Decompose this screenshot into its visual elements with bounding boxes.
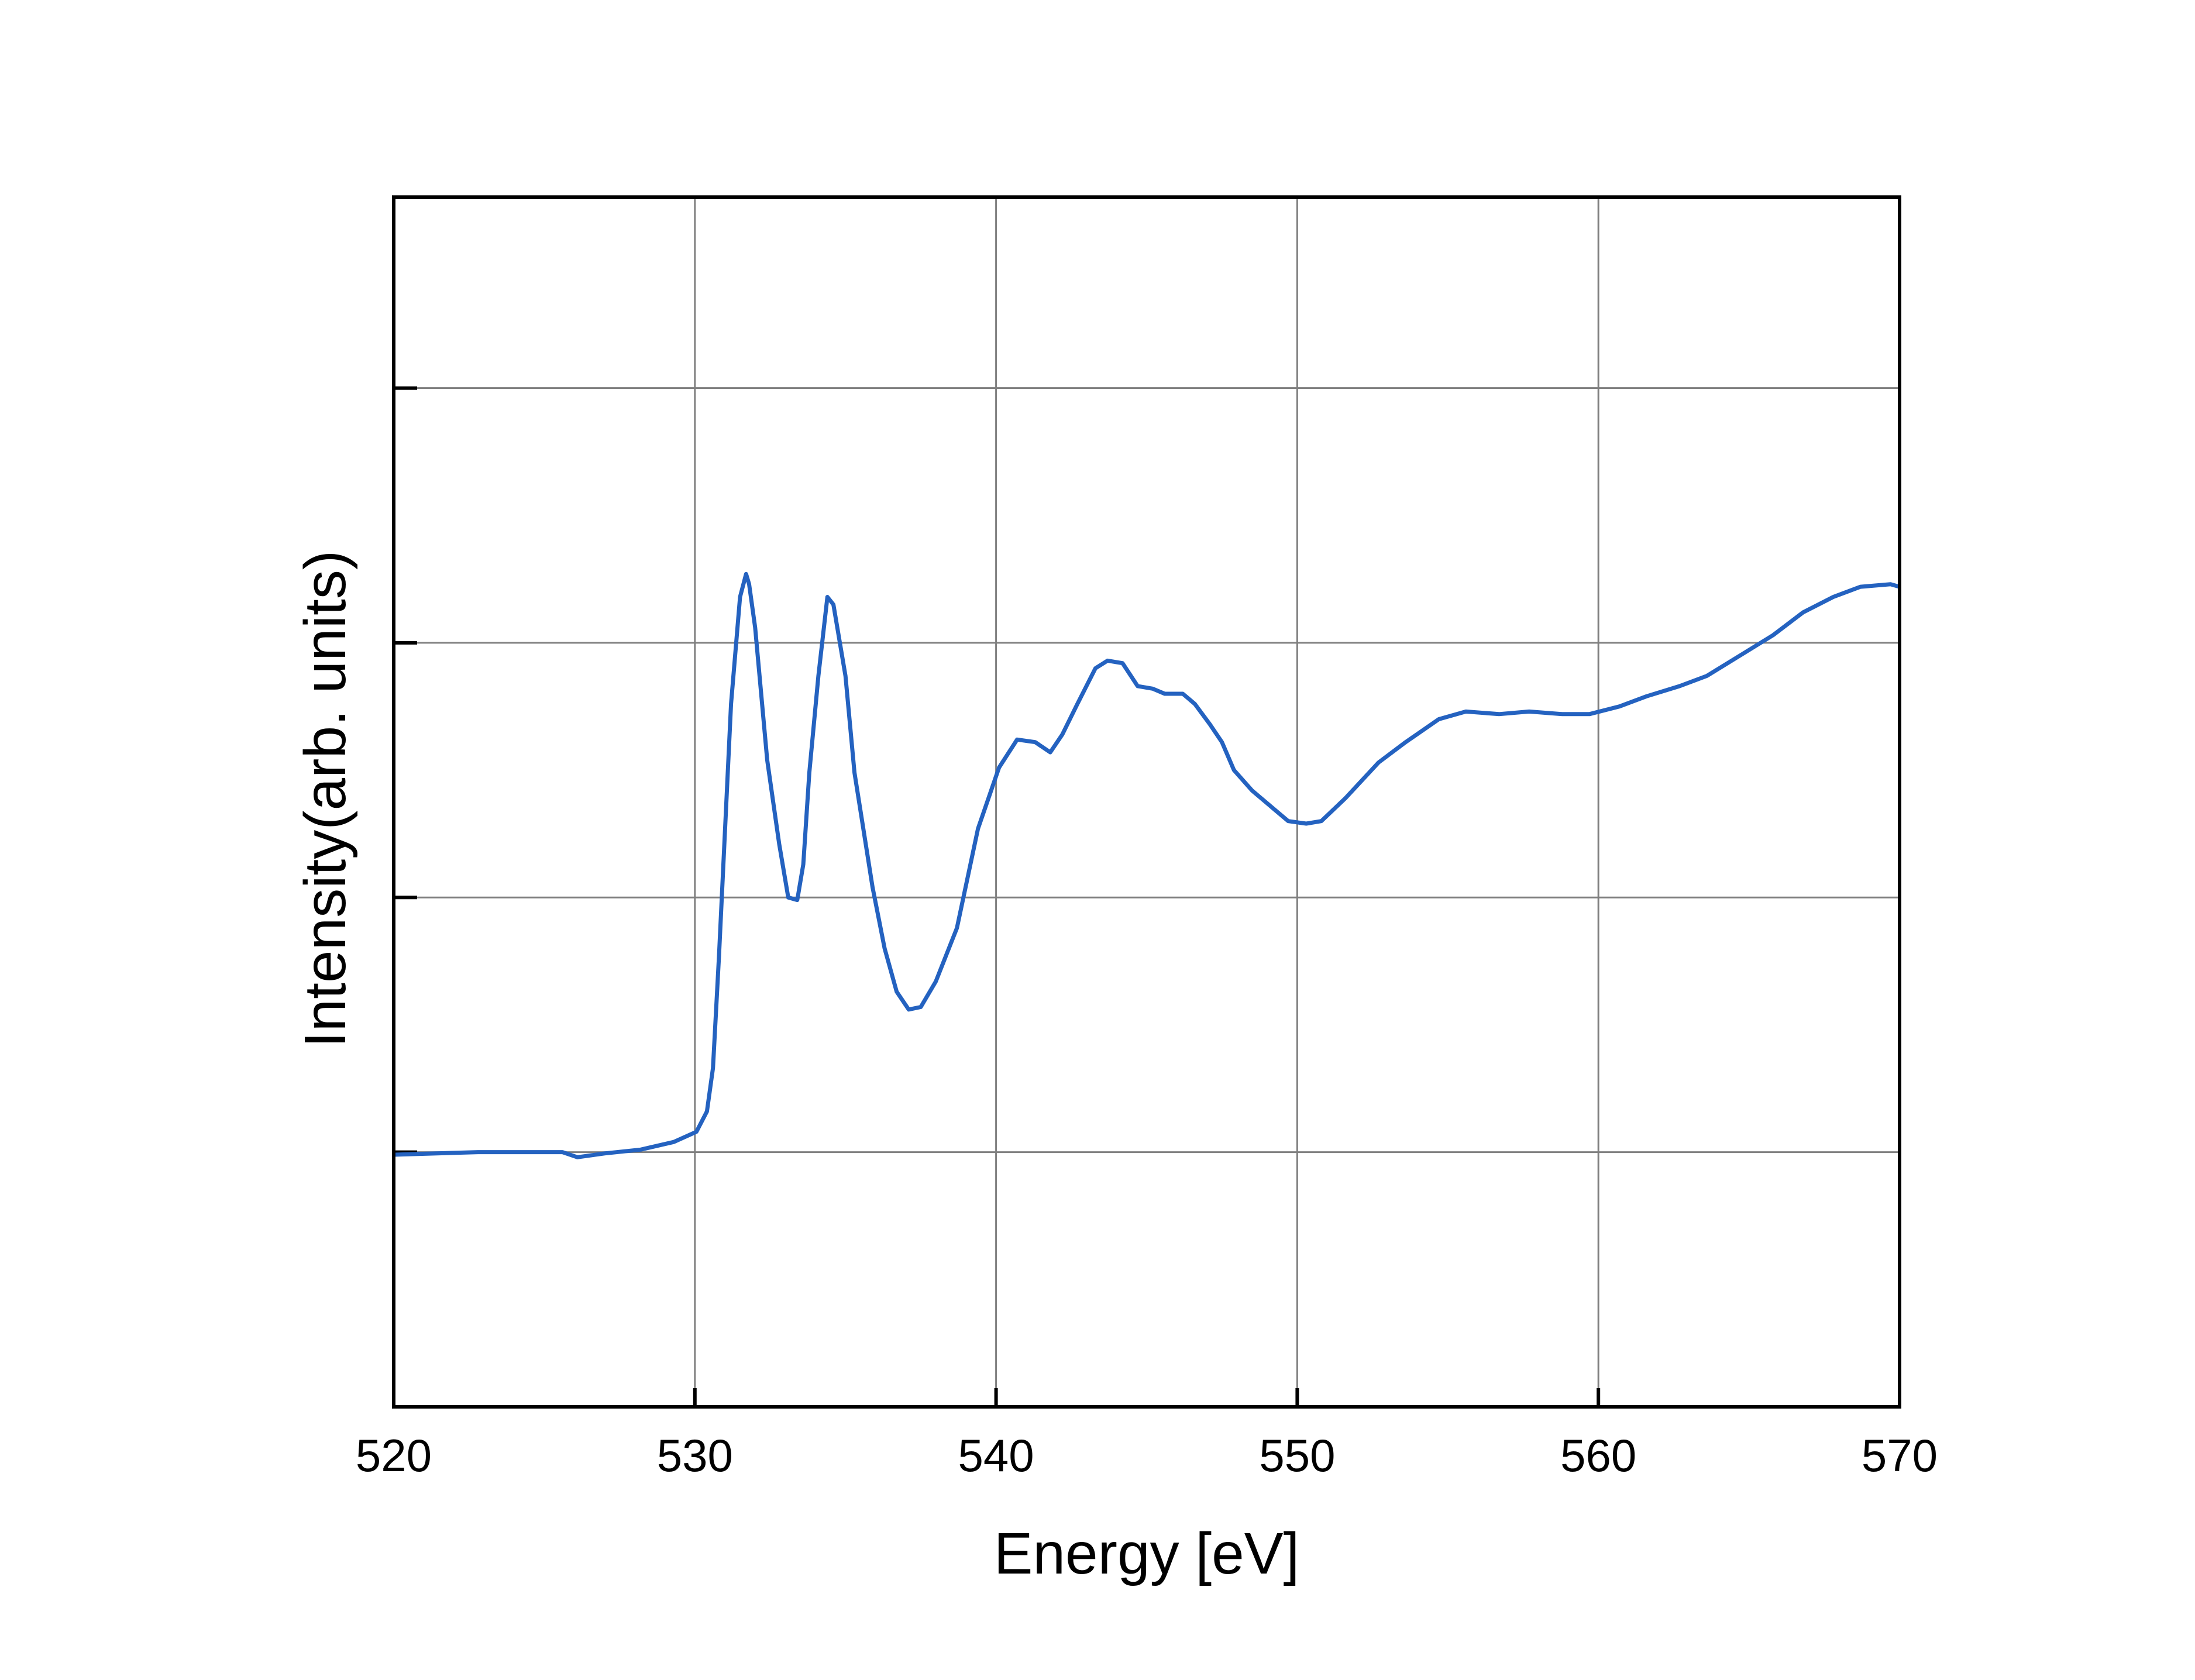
- series-line-spectrum: [393, 572, 1900, 1159]
- plot-frame: [392, 195, 1901, 1409]
- y-axis-label: Intensity(arb. units): [293, 550, 358, 1048]
- x-tick-label: 520: [356, 1430, 432, 1481]
- x-tick-label: 530: [657, 1430, 733, 1481]
- x-tick-label: 540: [958, 1430, 1034, 1481]
- series-layer: [393, 572, 1900, 1159]
- x-tick-label: 550: [1259, 1430, 1335, 1481]
- x-tick-label: 560: [1560, 1430, 1636, 1481]
- x-tick-labels: 520 530 540 550 560 570: [356, 1430, 1938, 1481]
- grid-lines: [394, 197, 1900, 1407]
- x-axis-label: Energy [eV]: [994, 1521, 1300, 1586]
- x-tick-label: 570: [1862, 1430, 1938, 1481]
